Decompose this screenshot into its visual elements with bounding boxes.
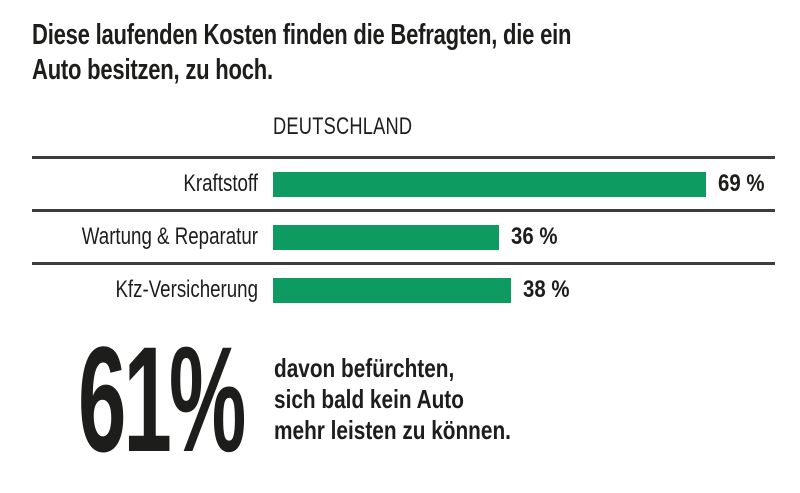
bar-kfz-versicherung [273,277,512,303]
chart-row-wartung-reparatur: Wartung & Reparatur 36 % [32,209,775,262]
highlight-caption-line2: sich bald kein Auto [274,383,464,414]
chart-title: Diese laufenden Kosten finden die Befrag… [32,18,616,88]
bar-kraftstoff [273,171,706,197]
value-label-kfz-versicherung: 38 % [523,276,570,303]
row-label-wartung-reparatur: Wartung & Reparatur [81,223,258,250]
chart-title-line1: Diese laufenden Kosten finden die Befrag… [32,19,572,51]
bar-chart: Kraftstoff 69 % Wartung & Reparatur 36 %… [32,156,775,315]
row-label-kfz-versicherung: Kfz-Versicherung [115,276,258,303]
highlight-caption: davon befürchten, sich bald kein Auto me… [274,353,511,446]
bar-zone: 36 % [273,223,775,251]
highlight-caption-line3: mehr leisten zu können. [274,414,511,445]
bar-wartung-reparatur [273,224,499,250]
chart-row-kraftstoff: Kraftstoff 69 % [32,156,775,209]
chart-row-kfz-versicherung: Kfz-Versicherung 38 % [32,262,775,315]
region-label: DEUTSCHLAND [273,113,413,140]
bar-zone: 69 % [273,170,775,198]
value-label-kraftstoff: 69 % [717,170,765,197]
highlight-percentage: 61% [78,315,246,483]
chart-title-line2: Auto besitzen, zu hoch. [32,54,273,86]
value-label-wartung-reparatur: 36 % [510,223,558,250]
highlight-caption-line1: davon befürchten, [274,352,455,383]
highlight-section: 61% davon befürchten, sich bald kein Aut… [78,315,800,483]
row-label-kraftstoff: Kraftstoff [183,170,258,197]
bar-zone: 38 % [273,276,775,304]
